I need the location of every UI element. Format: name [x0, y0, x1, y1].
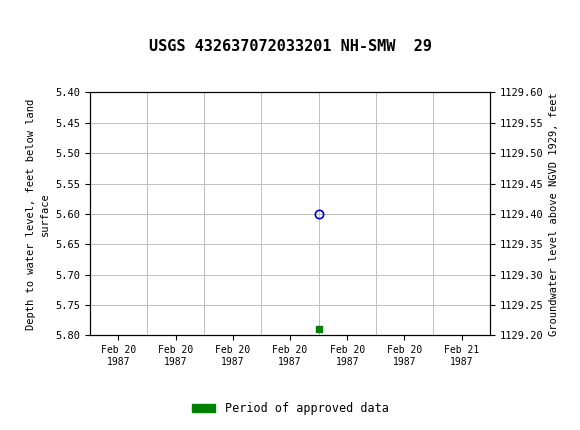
Legend: Period of approved data: Period of approved data — [187, 397, 393, 420]
Y-axis label: Groundwater level above NGVD 1929, feet: Groundwater level above NGVD 1929, feet — [549, 92, 559, 336]
Text: USGS 432637072033201 NH-SMW  29: USGS 432637072033201 NH-SMW 29 — [148, 39, 432, 54]
Text: USGS: USGS — [44, 9, 103, 28]
Y-axis label: Depth to water level, feet below land
surface: Depth to water level, feet below land su… — [27, 98, 50, 329]
